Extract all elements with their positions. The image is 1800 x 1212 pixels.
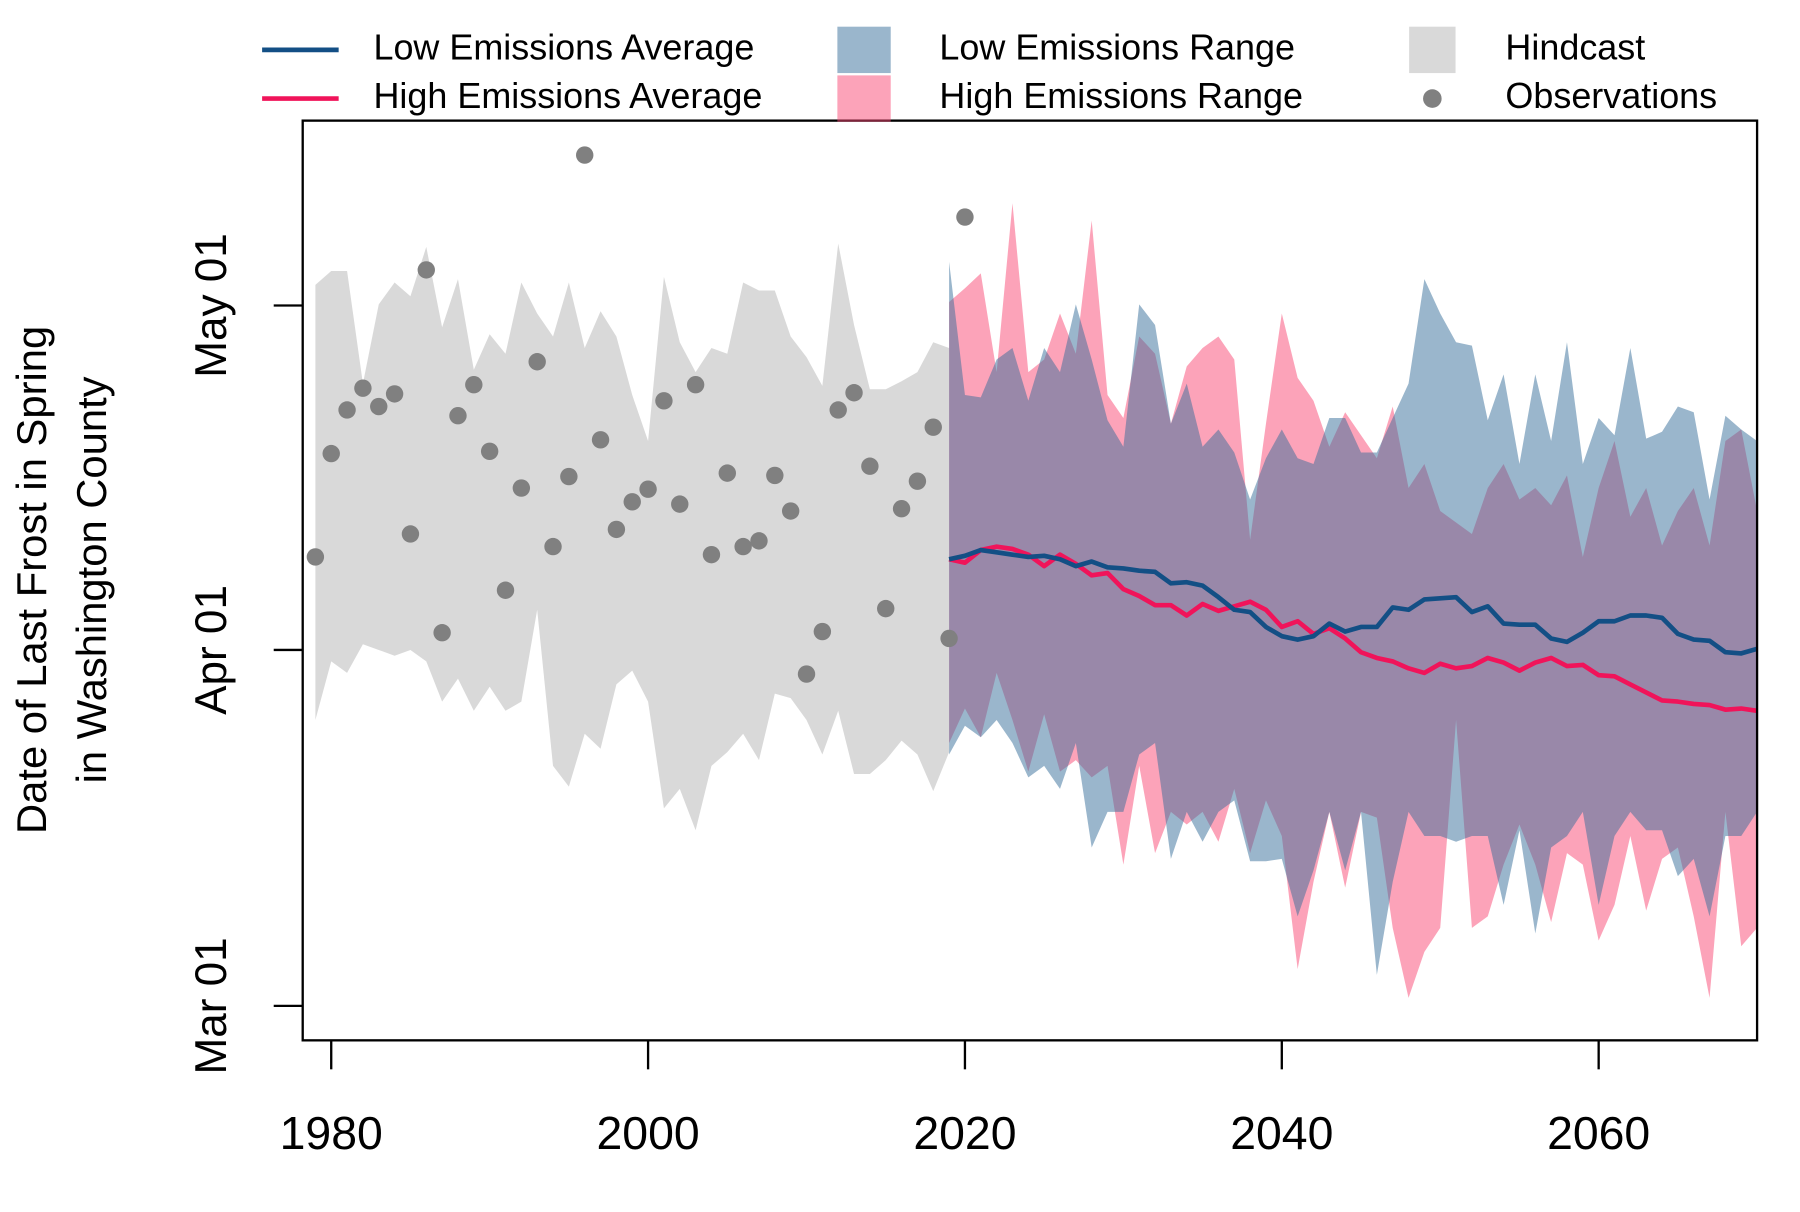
- observation-point: [829, 401, 847, 419]
- x-tick-label: 2000: [596, 1107, 699, 1159]
- observation-point: [433, 624, 451, 642]
- observation-point: [480, 442, 499, 461]
- observation-point: [750, 532, 768, 550]
- average-line: [948, 544, 1758, 714]
- legend-label: High Emissions Range: [939, 75, 1303, 116]
- x-tick-label: 2020: [913, 1107, 1016, 1159]
- y-tick-label: Apr 01: [187, 585, 236, 715]
- observation-point: [385, 385, 404, 403]
- observation-point: [813, 622, 832, 641]
- legend-marker: [1423, 89, 1442, 108]
- observation-point: [306, 548, 325, 566]
- legend-swatch: [837, 75, 891, 122]
- plot-frame: [301, 119, 1759, 1042]
- y-axis-title: in Washington County: [68, 376, 115, 783]
- observation-point: [718, 464, 736, 482]
- observation-point: [781, 502, 800, 520]
- observation-point: [702, 545, 721, 564]
- observation-point: [465, 376, 483, 394]
- observation-point: [845, 384, 863, 402]
- observation-point: [797, 665, 816, 683]
- legend-label: Hindcast: [1505, 26, 1645, 67]
- legend-swatch: [1409, 26, 1456, 74]
- observation-point: [892, 500, 911, 518]
- legend-label: Observations: [1505, 75, 1717, 116]
- observation-point: [607, 520, 626, 539]
- observation-point: [512, 479, 531, 497]
- observation-point: [544, 537, 562, 556]
- observation-point: [496, 581, 515, 599]
- x-tick-label: 2040: [1230, 1107, 1333, 1159]
- legend-swatch: [837, 26, 891, 74]
- observation-point: [671, 495, 689, 513]
- observation-point: [924, 418, 942, 436]
- observation-point: [370, 397, 388, 416]
- observation-point: [766, 466, 784, 485]
- observation-point: [877, 599, 895, 618]
- observation-point: [655, 392, 673, 410]
- observation-point: [354, 379, 372, 397]
- legend-label: Low Emissions Average: [373, 26, 754, 67]
- observation-point: [591, 431, 610, 449]
- observation-point: [734, 537, 752, 556]
- observation-point: [401, 525, 420, 543]
- observation-point: [449, 407, 467, 425]
- x-tick-label: 2060: [1547, 1107, 1650, 1159]
- y-tick-label: May 01: [187, 233, 236, 378]
- observation-point: [861, 457, 879, 475]
- observation-point: [528, 353, 546, 371]
- observation-point: [576, 146, 594, 164]
- observation-point: [908, 472, 927, 490]
- observation-point: [560, 467, 578, 486]
- y-axis-title: Date of Last Frost in Spring: [8, 326, 55, 834]
- observation-point: [686, 376, 705, 394]
- observation-point: [639, 480, 657, 498]
- legend-label: Low Emissions Range: [939, 26, 1295, 67]
- observation-point: [940, 629, 958, 648]
- observation-point: [338, 401, 356, 419]
- observation-point: [623, 493, 641, 511]
- average-line: [948, 547, 1758, 656]
- range-band: [949, 261, 1758, 975]
- observation-point: [956, 208, 974, 226]
- legend-label: High Emissions Average: [373, 75, 762, 116]
- y-tick-label: Mar 01: [187, 937, 236, 1074]
- x-tick-label: 1980: [280, 1107, 383, 1159]
- observation-point: [322, 444, 340, 463]
- observation-point: [417, 261, 435, 279]
- plot-area: [306, 146, 1758, 998]
